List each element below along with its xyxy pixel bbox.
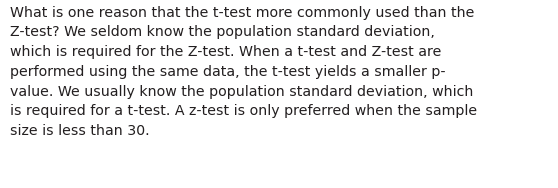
Text: What is one reason that the t-test more commonly used than the
Z-test? We seldom: What is one reason that the t-test more … (10, 6, 477, 138)
